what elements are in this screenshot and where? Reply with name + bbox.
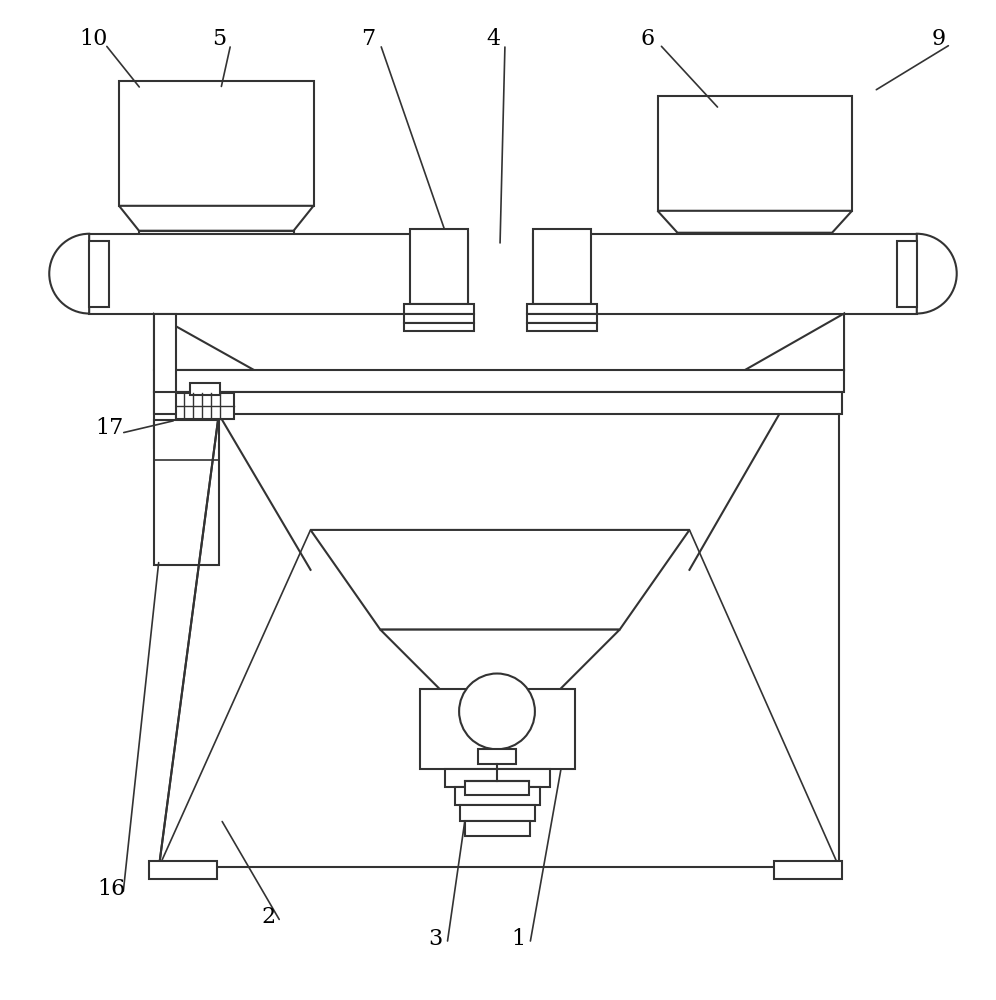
- Bar: [478, 749, 516, 764]
- Bar: [533, 229, 591, 304]
- Polygon shape: [120, 206, 314, 231]
- Bar: [527, 314, 597, 323]
- Bar: [774, 861, 842, 879]
- Text: 3: 3: [428, 928, 442, 950]
- Bar: [154, 314, 176, 448]
- Bar: [527, 304, 597, 314]
- Bar: [149, 861, 217, 879]
- Bar: [120, 81, 314, 206]
- Polygon shape: [311, 530, 689, 630]
- Bar: [404, 314, 474, 323]
- Bar: [455, 787, 540, 805]
- Polygon shape: [744, 314, 844, 370]
- Bar: [896, 241, 917, 307]
- Wedge shape: [49, 234, 90, 314]
- Bar: [460, 805, 535, 821]
- Text: 6: 6: [640, 28, 654, 50]
- Bar: [420, 689, 575, 769]
- Bar: [533, 234, 917, 314]
- Text: 7: 7: [362, 28, 375, 50]
- Polygon shape: [657, 211, 852, 233]
- Text: 2: 2: [262, 906, 276, 928]
- Bar: [61, 251, 92, 297]
- Bar: [154, 392, 842, 414]
- Text: 10: 10: [79, 28, 108, 50]
- Bar: [657, 96, 852, 211]
- Bar: [404, 304, 474, 314]
- Text: 9: 9: [931, 28, 946, 50]
- Bar: [445, 769, 550, 787]
- Bar: [465, 781, 529, 795]
- Bar: [410, 229, 468, 304]
- Polygon shape: [154, 314, 254, 370]
- Circle shape: [459, 674, 535, 749]
- Bar: [917, 251, 945, 297]
- Bar: [404, 323, 474, 331]
- Bar: [90, 234, 468, 314]
- Bar: [465, 821, 530, 836]
- Text: 17: 17: [95, 417, 124, 439]
- Text: 1: 1: [511, 928, 525, 950]
- Bar: [154, 420, 219, 565]
- Text: 5: 5: [212, 28, 226, 50]
- Bar: [677, 233, 832, 246]
- Bar: [154, 370, 844, 392]
- Bar: [190, 383, 220, 395]
- Bar: [90, 241, 110, 307]
- Text: 4: 4: [486, 28, 500, 50]
- Wedge shape: [917, 234, 957, 314]
- Polygon shape: [380, 630, 620, 689]
- Text: 16: 16: [97, 878, 125, 900]
- Bar: [139, 231, 294, 246]
- Bar: [527, 323, 597, 331]
- Bar: [176, 393, 234, 419]
